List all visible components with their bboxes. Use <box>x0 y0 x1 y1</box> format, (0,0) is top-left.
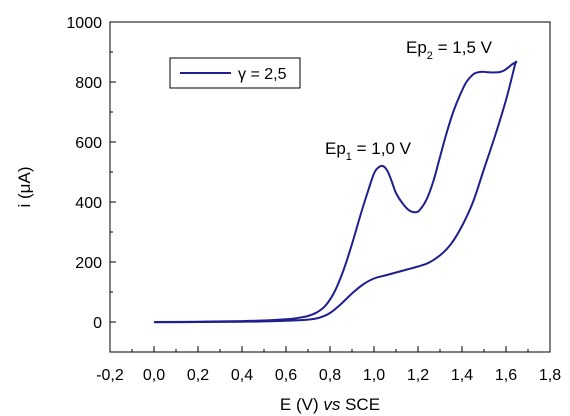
y-tick-label: 1000 <box>66 15 102 32</box>
x-axis-title: E (V) vs SCE <box>280 395 380 414</box>
x-tick-label: 1,0 <box>363 367 385 384</box>
x-tick-label: 1,8 <box>539 367 561 384</box>
y-tick-label: 600 <box>75 135 102 152</box>
annotation-ep2: Ep2 = 1,5 V <box>406 38 493 62</box>
annotation-ep1: Ep1 = 1,0 V <box>325 139 412 163</box>
y-tick-label: 400 <box>75 195 102 212</box>
x-tick-label: 0,2 <box>187 367 209 384</box>
y-tick-label: 800 <box>75 75 102 92</box>
y-axis-ticks: 0 200 400 600 800 1000 <box>66 15 116 332</box>
x-tick-label: 0,0 <box>143 367 165 384</box>
x-tick-label: -0,2 <box>96 367 124 384</box>
y-axis-title: i (μA) <box>15 167 34 208</box>
x-tick-label: 1,4 <box>451 367 473 384</box>
legend-label: γ = 2,5 <box>238 66 287 83</box>
legend: γ = 2,5 <box>169 57 301 89</box>
x-tick-label: 1,6 <box>495 367 517 384</box>
x-axis-ticks: -0,2 0,0 0,2 0,4 0,6 0,8 1,0 1,2 1,4 1,6 1,8 <box>96 346 561 384</box>
x-tick-label: 0,4 <box>231 367 253 384</box>
series-line <box>153 60 518 324</box>
x-tick-label: 1,2 <box>407 367 429 384</box>
y-tick-label: 200 <box>75 255 102 272</box>
x-tick-label: 0,6 <box>275 367 297 384</box>
y-tick-label: 0 <box>93 315 102 332</box>
x-tick-label: 0,8 <box>319 367 341 384</box>
